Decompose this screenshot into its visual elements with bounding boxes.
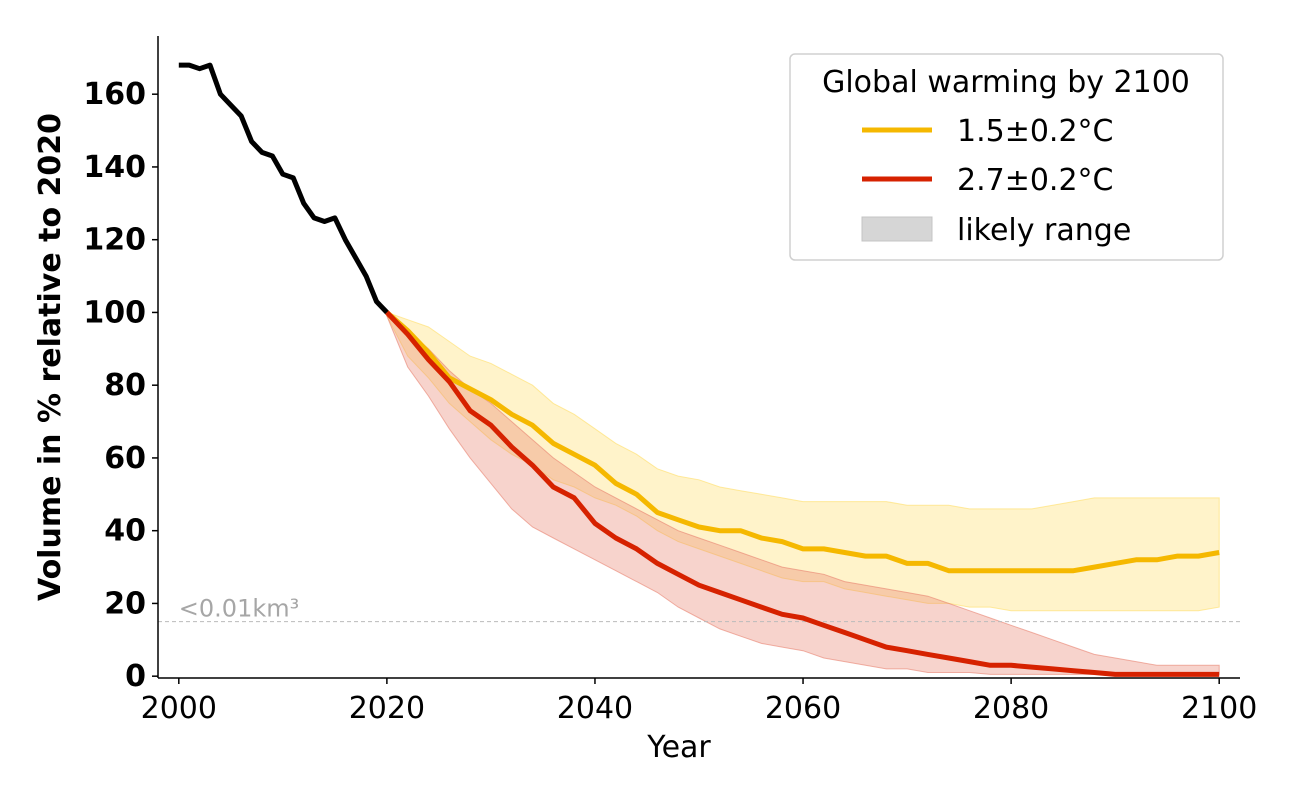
y-tick-label: 0 bbox=[125, 659, 146, 694]
likely-range-band-1-5 bbox=[386, 311, 1220, 612]
legend: Global warming by 2100 1.5±0.2°C 2.7±0.2… bbox=[789, 53, 1224, 261]
legend-title: Global warming by 2100 bbox=[822, 65, 1190, 100]
series-lines bbox=[178, 62, 1220, 677]
y-tick-label: 100 bbox=[83, 295, 146, 330]
legend-label-1-5: 1.5±0.2°C bbox=[957, 114, 1114, 149]
legend-label-2-7: 2.7±0.2°C bbox=[957, 163, 1114, 198]
y-tick-label: 160 bbox=[83, 77, 146, 112]
y-tick-label: 120 bbox=[83, 223, 146, 258]
y-tick-label: 20 bbox=[104, 586, 146, 621]
legend-box bbox=[789, 53, 1224, 261]
x-tick-label: 2040 bbox=[557, 691, 633, 726]
x-tick-label: 2060 bbox=[765, 691, 841, 726]
x-tick-label: 2000 bbox=[141, 691, 217, 726]
series-line-2-7 bbox=[385, 310, 1220, 677]
threshold-label: <0.01km³ bbox=[179, 595, 299, 623]
axes: 2000 2020 2040 2060 2080 21000204060801001201… bbox=[83, 36, 1257, 726]
y-tick-label: 80 bbox=[104, 368, 146, 403]
x-axis-label: Year bbox=[646, 730, 711, 765]
y-tick-label: 40 bbox=[104, 514, 146, 549]
series-line-1-5 bbox=[385, 310, 1220, 574]
series-line-historical bbox=[178, 62, 389, 315]
y-tick-label: 60 bbox=[104, 441, 146, 476]
legend-swatch-likely-range bbox=[861, 216, 933, 242]
y-tick-label: 140 bbox=[83, 150, 146, 185]
x-tick-label: 2100 bbox=[1181, 691, 1257, 726]
legend-label-likely-range: likely range bbox=[957, 213, 1131, 248]
x-tick-label: 2080 bbox=[973, 691, 1049, 726]
x-tick-label: 2020 bbox=[349, 691, 425, 726]
y-axis-label: Volume in % relative to 2020 bbox=[33, 113, 68, 601]
